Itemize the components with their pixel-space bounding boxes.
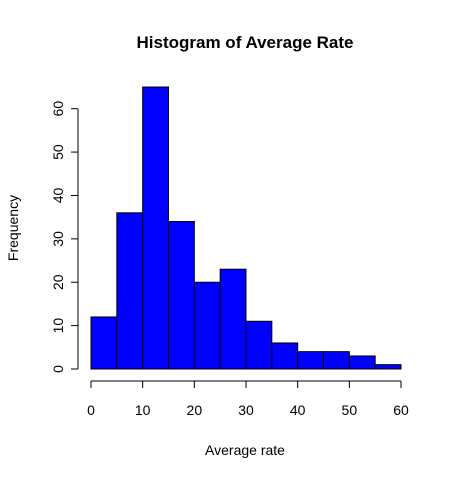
histogram-bar-8: [297, 351, 324, 370]
y-tick-label-3: 30: [50, 231, 66, 247]
histogram-bar-1: [116, 212, 144, 370]
x-axis-label: Average rate: [205, 442, 285, 458]
bars-group: [90, 86, 402, 370]
histogram-bar-0: [90, 316, 118, 370]
histogram-bar-3: [168, 220, 195, 370]
histogram-bar-10: [348, 355, 376, 370]
x-axis: 0 10 20 30 40 50 60: [87, 380, 409, 418]
x-tick-label-1: 10: [135, 402, 151, 418]
x-tick-label-0: 0: [87, 402, 95, 418]
y-tick-label-0: 0: [50, 365, 66, 373]
x-tick-label-3: 30: [238, 402, 254, 418]
y-axis-label: Frequency: [5, 195, 21, 261]
chart-title: Histogram of Average Rate: [137, 33, 354, 52]
histogram-bar-4: [193, 281, 221, 370]
y-tick-label-1: 10: [50, 318, 66, 334]
y-axis: 0 10 20 30 40 50 60: [50, 101, 79, 373]
x-tick-label-6: 60: [393, 402, 409, 418]
x-tick-label-2: 20: [187, 402, 203, 418]
x-tick-label-5: 50: [342, 402, 358, 418]
y-tick-label-6: 60: [50, 101, 66, 117]
histogram-bar-9: [323, 351, 350, 370]
histogram-bar-11: [374, 364, 402, 370]
histogram-bar-2: [142, 86, 170, 370]
histogram-bar-5: [219, 268, 247, 370]
histogram-bar-7: [271, 342, 299, 370]
y-tick-label-2: 20: [50, 274, 66, 290]
y-tick-label-4: 40: [50, 187, 66, 203]
x-tick-label-4: 40: [290, 402, 306, 418]
histogram-bar-6: [245, 320, 273, 370]
y-tick-label-5: 50: [50, 144, 66, 160]
